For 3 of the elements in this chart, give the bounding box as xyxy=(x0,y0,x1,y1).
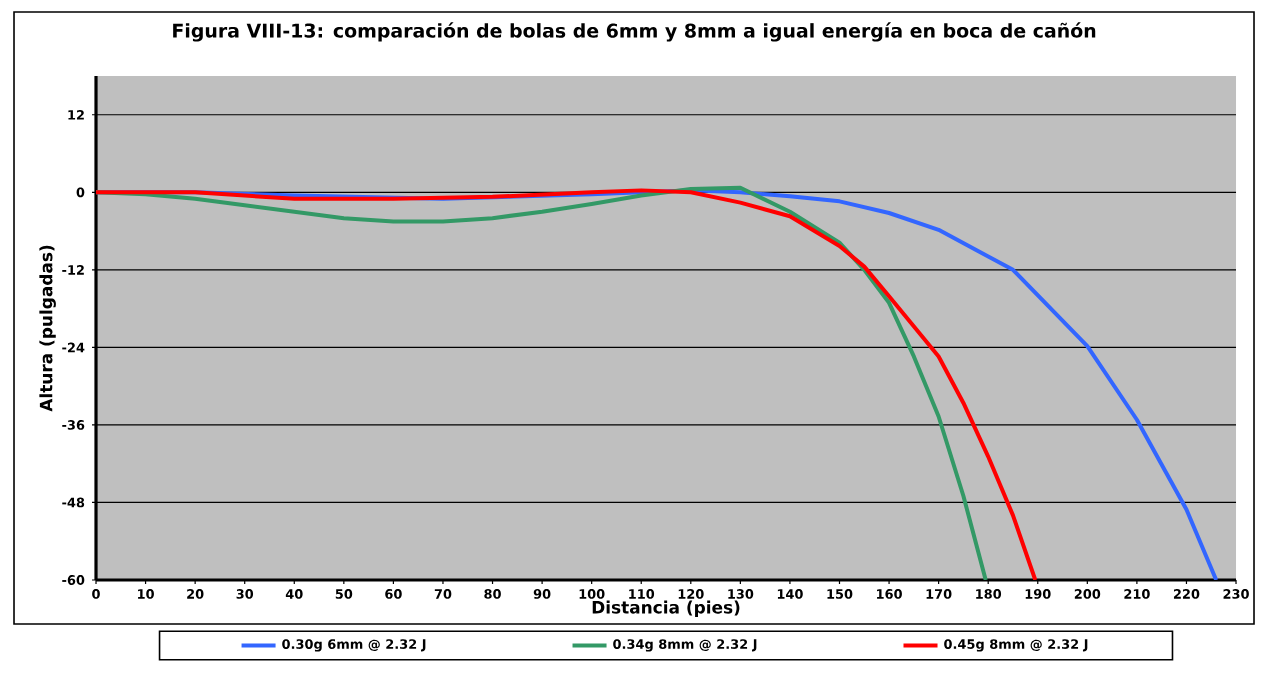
y-axis-title: Altura (pulgadas) xyxy=(39,245,56,412)
chart-title: Figura VIII-13: comparación de bolas de 6mm y 8mm a igual energía en boca de cañón xyxy=(173,22,1096,42)
x-axis-title: Distancia (pies) xyxy=(592,600,740,617)
